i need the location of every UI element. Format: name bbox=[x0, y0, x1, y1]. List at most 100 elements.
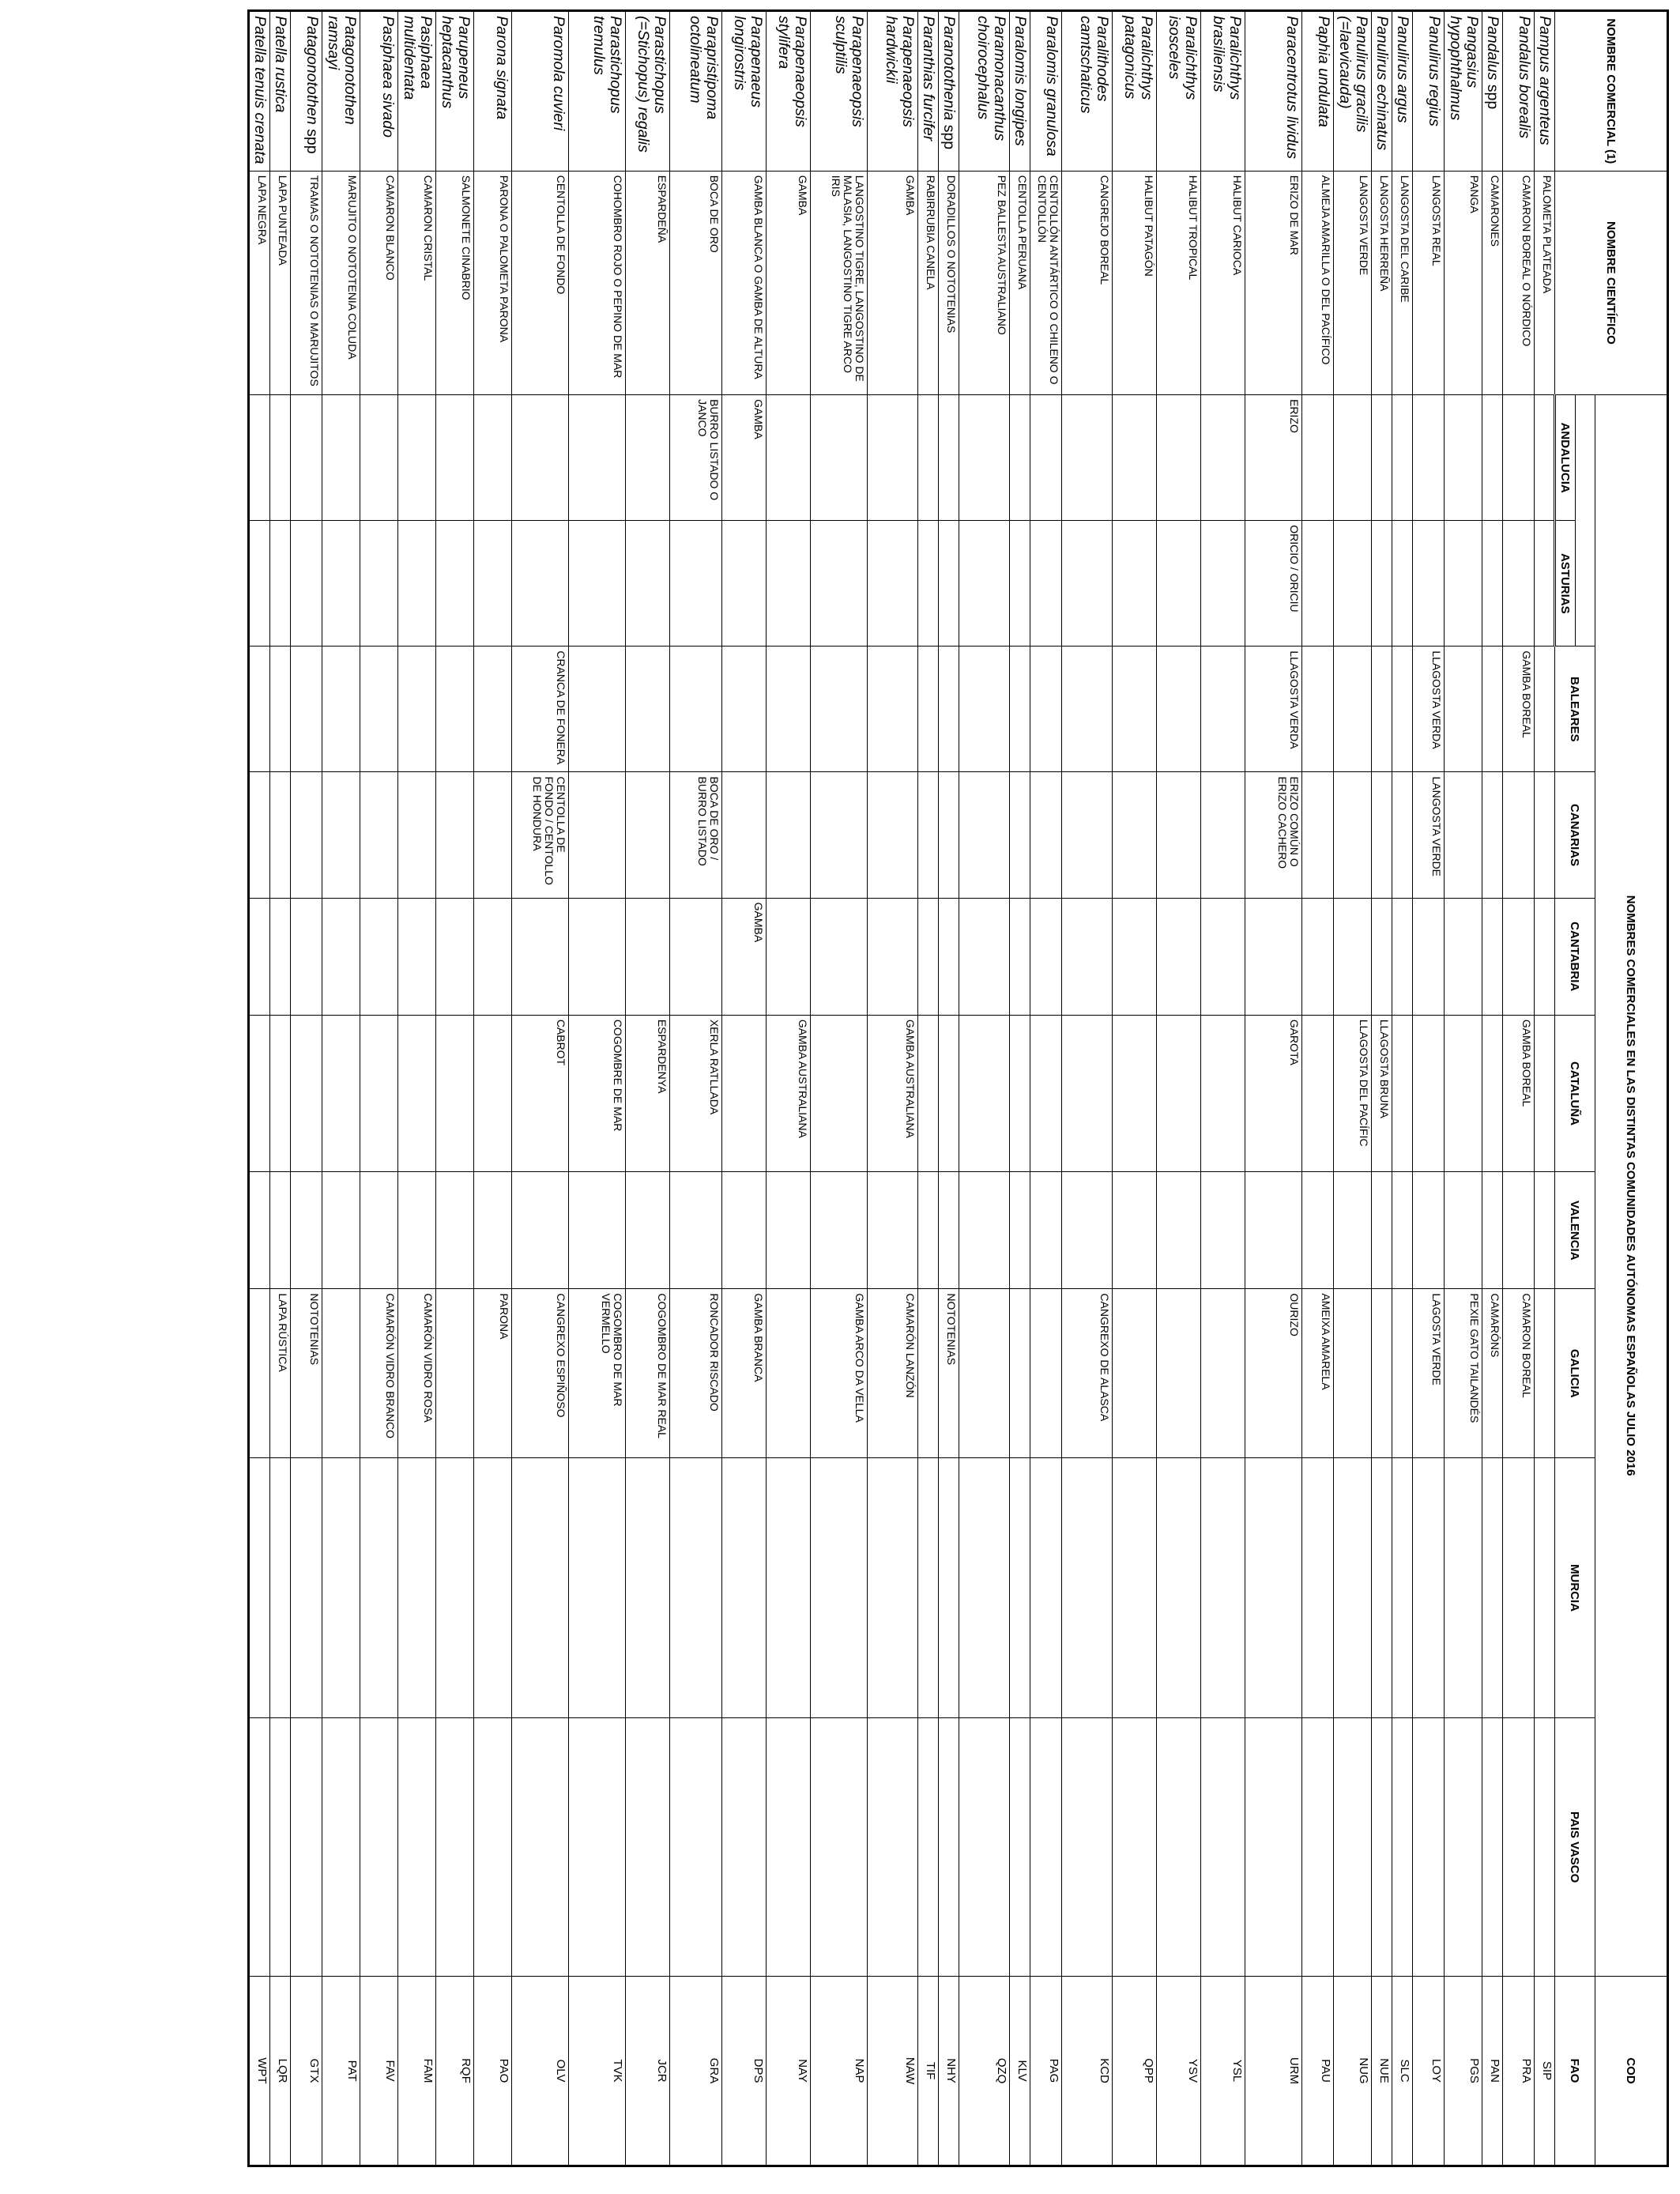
regional-name-cell: LLAGOSTA VERDA bbox=[1412, 646, 1445, 772]
regional-name-cell bbox=[322, 1288, 360, 1458]
regional-name-cell bbox=[1061, 898, 1113, 1016]
regional-name-cell bbox=[435, 898, 474, 1016]
scientific-name: Patagonotothen ramsayi bbox=[325, 16, 359, 125]
table-row: Parapenaeopsis sculptilis LANGOSTINO TIGR… bbox=[810, 10, 868, 2166]
regional-name-cell bbox=[1333, 1288, 1372, 1458]
regional-name-cell bbox=[1156, 520, 1201, 647]
regional-name-cell bbox=[397, 1171, 436, 1289]
table-row: Pandalus borealis CAMARON BOREAL O NÓRDIC… bbox=[1502, 10, 1535, 2166]
regional-name-cell: NOTOTENIAS bbox=[938, 1288, 959, 1458]
regional-name-cell bbox=[435, 1288, 474, 1458]
regional-name-cell bbox=[1301, 898, 1334, 1016]
regional-name-cell bbox=[1444, 1015, 1482, 1172]
regional-name-cell bbox=[473, 1015, 512, 1172]
scientific-name-cell: Paralichthys isosceles bbox=[1156, 10, 1201, 172]
regional-name-cell bbox=[397, 1457, 436, 1718]
regional-name-cell bbox=[1112, 394, 1157, 521]
common-name-cell: MARUJITO O NOTOTENIA COLUDA bbox=[322, 171, 360, 395]
regional-name-cell bbox=[1392, 1288, 1413, 1458]
regional-name-cell bbox=[1333, 771, 1372, 899]
regional-name-cell bbox=[625, 898, 670, 1016]
regional-name-cell bbox=[397, 520, 436, 647]
regional-name-cell bbox=[1333, 1457, 1372, 1718]
regional-name-cell bbox=[1392, 1717, 1413, 1977]
common-name-cell: PEZ BALLESTA AUSTRALIANO bbox=[959, 171, 1010, 395]
regional-name-cell: CAMARÓN VIDRO BRANCO bbox=[360, 1288, 398, 1458]
regional-name-cell bbox=[1156, 1288, 1201, 1458]
regional-name-cell: CAMARÓNS bbox=[1482, 1288, 1503, 1458]
regional-name-cell bbox=[1534, 1457, 1555, 1718]
scientific-name: Paromola cuvieri bbox=[550, 16, 567, 131]
scientific-name: Paralichthys isosceles bbox=[1166, 16, 1200, 100]
table-row: Parapenaeus longirostris GAMBA BLANCA O G… bbox=[721, 10, 767, 2166]
regional-name-cell bbox=[322, 771, 360, 899]
regional-name-cell bbox=[1502, 898, 1535, 1016]
regional-name-cell bbox=[473, 1717, 512, 1977]
regional-name-cell bbox=[1200, 1015, 1245, 1172]
regional-name-cell bbox=[1156, 1171, 1201, 1289]
header-region-canarias: CANARIAS bbox=[1554, 771, 1595, 899]
table-row: Paralichthys patagonicus HALIBUT PATAGÓN Q… bbox=[1112, 10, 1157, 2166]
regional-name-cell bbox=[1200, 898, 1245, 1016]
fao-code-cell: QPP bbox=[1112, 1976, 1157, 2166]
scientific-name-cell: Patagonotothen ramsayi bbox=[322, 10, 360, 172]
regional-name-cell bbox=[1112, 1015, 1157, 1172]
spp-suffix: spp bbox=[1484, 84, 1501, 110]
regional-name-cell bbox=[1412, 520, 1445, 647]
regional-name-cell bbox=[473, 771, 512, 899]
regional-name-cell bbox=[1061, 646, 1113, 772]
regional-name-cell: PARONA bbox=[473, 1288, 512, 1458]
regional-name-cell bbox=[1200, 520, 1245, 647]
header-region-cataluna: CATALUÑA bbox=[1554, 1015, 1595, 1172]
regional-name-cell bbox=[1112, 1288, 1157, 1458]
common-name-cell: ERIZO DE MAR bbox=[1245, 171, 1302, 395]
fao-code-cell: KLV bbox=[1009, 1976, 1030, 2166]
common-name-cell: LANGOSTA REAL bbox=[1412, 171, 1445, 395]
scientific-name-cell: Parastichopus (=Stichopus) regalis bbox=[625, 10, 670, 172]
regional-name-cell bbox=[1061, 1171, 1113, 1289]
regional-name-cell bbox=[1371, 646, 1392, 772]
regional-name-cell: CABROT bbox=[511, 1015, 569, 1172]
regional-name-cell: LLAGOSTA DEL PACÍFIC bbox=[1333, 1015, 1372, 1172]
regional-name-cell bbox=[322, 1015, 360, 1172]
regional-name-cell bbox=[1482, 898, 1503, 1016]
regional-name-cell bbox=[938, 646, 959, 772]
scientific-name-cell: Parapenaeopsis sculptilis bbox=[810, 10, 868, 172]
regional-name-cell bbox=[1061, 394, 1113, 521]
common-name-cell: GAMBA bbox=[867, 171, 918, 395]
regional-name-cell bbox=[1200, 1288, 1245, 1458]
scientific-name-cell: Parastichopus tremulus bbox=[568, 10, 626, 172]
regional-name-cell bbox=[625, 520, 670, 647]
regional-name-cell bbox=[248, 898, 270, 1016]
regional-name-cell bbox=[322, 898, 360, 1016]
regional-name-cell bbox=[360, 1171, 398, 1289]
common-name-cell: PALOMETA PLATEADA bbox=[1534, 171, 1555, 395]
regional-name-cell bbox=[248, 1288, 270, 1458]
regional-name-cell bbox=[1112, 771, 1157, 899]
regional-name-cell bbox=[360, 1457, 398, 1718]
regional-name-cell bbox=[1301, 1015, 1334, 1172]
fao-code-cell: OLV bbox=[511, 1976, 569, 2166]
regional-name-cell: LANGOSTA VERDE bbox=[1412, 771, 1445, 899]
regional-name-cell bbox=[568, 394, 626, 521]
fao-code-cell: NAP bbox=[810, 1976, 868, 2166]
regional-name-cell bbox=[473, 394, 512, 521]
regional-name-cell bbox=[1392, 394, 1413, 521]
regional-name-cell bbox=[669, 1171, 722, 1289]
regional-name-cell bbox=[766, 1288, 811, 1458]
regional-name-cell bbox=[938, 1717, 959, 1977]
regional-name-cell bbox=[938, 898, 959, 1016]
regional-name-cell bbox=[721, 646, 767, 772]
scientific-name-cell: Pasiphaea sivado bbox=[360, 10, 398, 172]
regional-name-cell bbox=[360, 646, 398, 772]
table-row: Paralichthys isosceles HALIBUT TROPICAL YS… bbox=[1156, 10, 1201, 2166]
common-name-cell: COHOMBRO ROJO O PEPINO DE MAR bbox=[568, 171, 626, 395]
regional-name-cell bbox=[1534, 898, 1555, 1016]
regional-name-cell bbox=[435, 1717, 474, 1977]
regional-name-cell bbox=[625, 1717, 670, 1977]
regional-name-cell bbox=[917, 1288, 939, 1458]
scientific-name-cell: Paralomis longipes bbox=[1009, 10, 1030, 172]
table-row: Pasiphaea multidentata CAMARON CRISTAL CAM… bbox=[397, 10, 436, 2166]
regional-name-cell bbox=[568, 646, 626, 772]
scientific-name-cell: Patella rustica bbox=[269, 10, 291, 172]
